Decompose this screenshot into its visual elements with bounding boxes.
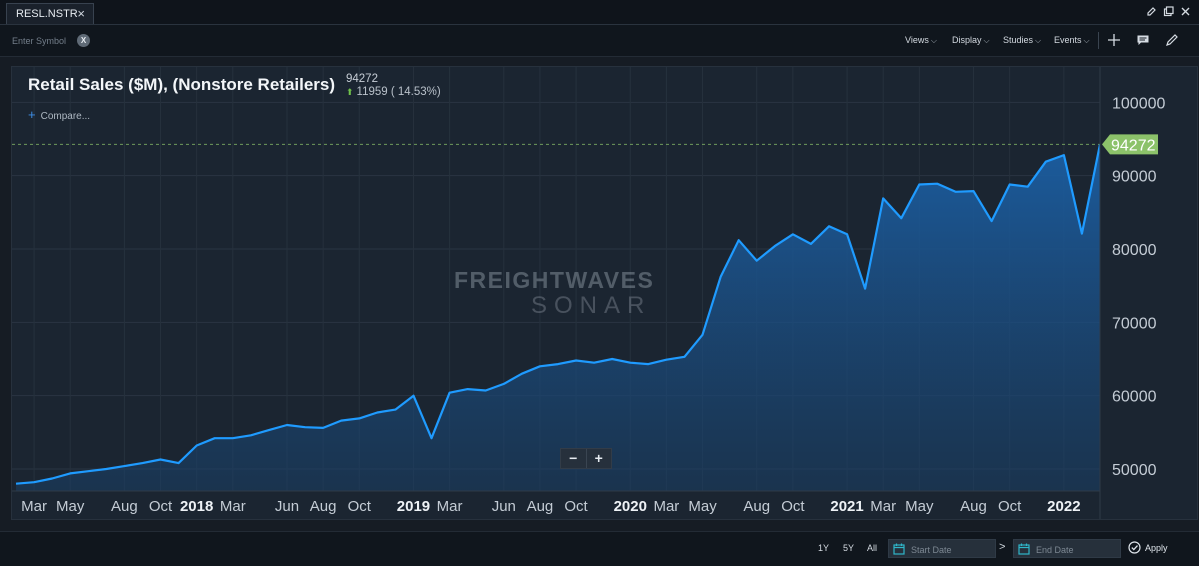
compare-button[interactable]: + Compare... — [28, 107, 90, 122]
display-menu-label: Display — [952, 35, 982, 45]
x-tick-label: 2019 — [397, 498, 430, 515]
chevron-down-icon: ⌵ — [930, 36, 937, 45]
display-menu[interactable]: Display ⌵ — [952, 35, 990, 46]
zoom-in-button[interactable]: + — [594, 450, 603, 466]
x-tick-label: Mar — [437, 498, 463, 515]
y-tick-label: 50000 — [1112, 462, 1157, 479]
x-tick-label: Jun — [275, 498, 299, 515]
up-arrow-icon: ⬆ — [346, 87, 354, 97]
apply-label: Apply — [1145, 542, 1168, 553]
apply-button[interactable]: Apply — [1128, 541, 1168, 554]
close-tab-icon[interactable]: × — [77, 6, 85, 21]
date-range-bar: 1Y 5Y All > Apply — [0, 531, 1199, 566]
y-tick-label: 100000 — [1112, 95, 1165, 112]
edit-icon[interactable] — [1146, 4, 1157, 16]
chart-title: Retail Sales ($M), (Nonstore Retailers) — [28, 75, 336, 94]
x-tick-label: Oct — [781, 498, 805, 515]
studies-menu-label: Studies — [1003, 35, 1034, 45]
window-controls — [1146, 4, 1191, 17]
plus-icon: + — [28, 107, 36, 122]
y-tick-label: 80000 — [1112, 242, 1157, 259]
range-1y-button[interactable]: 1Y — [818, 543, 830, 553]
x-tick-label: Aug — [310, 498, 337, 515]
clear-symbol-button[interactable]: X — [77, 34, 90, 47]
close-window-icon[interactable] — [1180, 4, 1191, 16]
x-tick-label: Mar — [220, 498, 246, 515]
tab-label: RESL.NSTR — [16, 8, 78, 20]
end-date-field[interactable] — [1013, 539, 1121, 558]
events-menu[interactable]: Events ⌵ — [1054, 35, 1090, 46]
end-date-input[interactable] — [1034, 542, 1120, 557]
last-value: 94272 — [346, 73, 378, 85]
x-tick-label: May — [905, 498, 934, 515]
change-indicator: ⬆ 11959 ( 14.53%) — [346, 86, 441, 98]
y-tick-label: 70000 — [1112, 315, 1157, 332]
x-tick-label: 2022 — [1047, 498, 1080, 515]
x-tick-label: Jun — [492, 498, 516, 515]
change-value: 11959 ( 14.53%) — [356, 86, 441, 98]
studies-menu[interactable]: Studies ⌵ — [1003, 35, 1041, 46]
draw-icon[interactable] — [1165, 33, 1179, 47]
calendar-icon — [893, 542, 905, 555]
x-tick-label: Oct — [149, 498, 173, 515]
views-menu[interactable]: Views ⌵ — [905, 35, 937, 46]
zoom-controls: − + — [560, 448, 612, 469]
range-5y-button[interactable]: 5Y — [843, 543, 855, 553]
chevron-down-icon: ⌵ — [983, 36, 990, 45]
popout-icon[interactable] — [1163, 4, 1174, 17]
series-line — [15, 144, 1102, 485]
toolbar-divider — [1098, 32, 1099, 49]
toolbar: X Views⌵ Display⌵ Studies⌵ Events⌵ — [0, 25, 1199, 57]
x-tick-label: Aug — [743, 498, 770, 515]
zoom-out-button[interactable]: − — [561, 449, 587, 468]
x-tick-label: Mar — [21, 498, 47, 515]
views-menu-label: Views — [905, 35, 929, 45]
comment-icon[interactable] — [1136, 33, 1150, 47]
x-tick-label: May — [688, 498, 717, 515]
chevron-right-icon: > — [999, 541, 1006, 553]
y-tick-label: 60000 — [1112, 389, 1157, 406]
x-tick-label: 2020 — [614, 498, 647, 515]
x-tick-label: 2018 — [180, 498, 213, 515]
compare-label: Compare... — [40, 111, 91, 122]
x-tick-label: Oct — [348, 498, 372, 515]
x-tick-label: Mar — [870, 498, 896, 515]
watermark-brand: FREIGHTWAVES — [454, 267, 655, 293]
x-tick-label: Aug — [960, 498, 987, 515]
area-fill — [16, 144, 1100, 492]
x-tick-label: Oct — [998, 498, 1022, 515]
events-menu-label: Events — [1054, 35, 1082, 45]
y-tick-label: 90000 — [1112, 169, 1157, 186]
last-value-badge — [1102, 134, 1158, 155]
chevron-down-icon: ⌵ — [1035, 36, 1042, 45]
last-value-badge-label: 94272 — [1111, 137, 1156, 154]
x-tick-label: Aug — [111, 498, 138, 515]
x-tick-label: Oct — [564, 498, 588, 515]
chart-panel: 50000 60000 70000 80000 90000 100000 94272 Mar M… — [11, 66, 1198, 520]
start-date-field[interactable] — [888, 539, 996, 558]
chart-canvas[interactable]: 50000 60000 70000 80000 90000 100000 94272 Mar M… — [12, 67, 1197, 519]
x-tick-label: 2021 — [830, 498, 863, 515]
x-tick-label: May — [56, 498, 85, 515]
check-circle-icon — [1128, 541, 1141, 554]
start-date-input[interactable] — [909, 542, 995, 557]
calendar-icon — [1018, 542, 1030, 555]
tab-resl-nstr[interactable]: RESL.NSTR × — [6, 3, 94, 24]
x-tick-label: Mar — [653, 498, 679, 515]
x-tick-label: Aug — [527, 498, 554, 515]
symbol-input[interactable] — [10, 32, 78, 50]
range-all-button[interactable]: All — [867, 543, 878, 553]
chevron-down-icon: ⌵ — [1083, 36, 1090, 45]
watermark-product: SONAR — [531, 292, 652, 319]
add-icon[interactable] — [1107, 33, 1121, 47]
tab-bar: RESL.NSTR × — [0, 0, 1199, 25]
